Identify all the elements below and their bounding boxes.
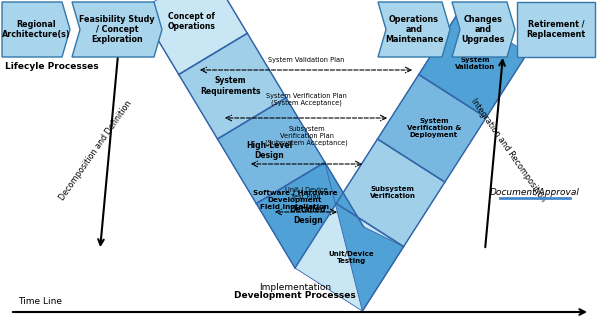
Text: Time Line: Time Line (18, 297, 62, 306)
Polygon shape (2, 2, 70, 57)
Polygon shape (325, 162, 404, 311)
Polygon shape (218, 98, 325, 204)
Polygon shape (517, 2, 595, 57)
Polygon shape (179, 33, 286, 139)
Text: Lifecyle Processes: Lifecyle Processes (5, 62, 98, 71)
Text: System
Requirements: System Requirements (200, 76, 260, 96)
Text: Subsystem
Verification: Subsystem Verification (370, 186, 416, 199)
Text: Document/Approval: Document/Approval (490, 187, 580, 196)
Text: System Verification Plan
(System Acceptance): System Verification Plan (System Accepta… (266, 92, 346, 106)
Polygon shape (72, 2, 162, 57)
Text: Concept of
Operations: Concept of Operations (168, 12, 215, 31)
Polygon shape (378, 2, 450, 57)
Text: System Validation Plan: System Validation Plan (268, 57, 344, 63)
Polygon shape (419, 10, 527, 118)
Text: System
Validation: System Validation (455, 57, 495, 70)
Text: Changes
and
Upgrades: Changes and Upgrades (462, 14, 505, 44)
Text: Operations
and
Maintenance: Operations and Maintenance (385, 14, 443, 44)
Polygon shape (336, 139, 445, 247)
Text: Subsystem
Verification Plan
(Subsystem Acceptance): Subsystem Verification Plan (Subsystem A… (265, 126, 348, 146)
Text: Unit / Device
Test Plan: Unit / Device Test Plan (284, 187, 328, 200)
Text: Unit/Device
Testing: Unit/Device Testing (329, 251, 374, 264)
Text: Integration and Recomposition: Integration and Recomposition (469, 97, 547, 203)
Polygon shape (452, 2, 515, 57)
Text: Retirement /
Replacement: Retirement / Replacement (526, 20, 586, 39)
Text: High-Level
Design: High-Level Design (246, 141, 292, 160)
Polygon shape (295, 204, 404, 311)
Polygon shape (256, 162, 364, 268)
Polygon shape (377, 74, 486, 182)
Polygon shape (140, 0, 247, 74)
Text: Detailed
Design: Detailed Design (290, 205, 326, 225)
Text: Development Processes: Development Processes (234, 291, 356, 300)
Text: Software / Hardware
Development
Field Installation: Software / Hardware Development Field In… (253, 190, 337, 210)
Text: System
Verification &
Deployment: System Verification & Deployment (407, 118, 461, 138)
Text: Regional
Architecture(s): Regional Architecture(s) (2, 20, 70, 39)
Text: Implementation: Implementation (259, 283, 331, 292)
Text: Feasibility Study
/ Concept
Exploration: Feasibility Study / Concept Exploration (79, 14, 155, 44)
Text: Decomposition and Definition: Decomposition and Definition (58, 99, 134, 202)
